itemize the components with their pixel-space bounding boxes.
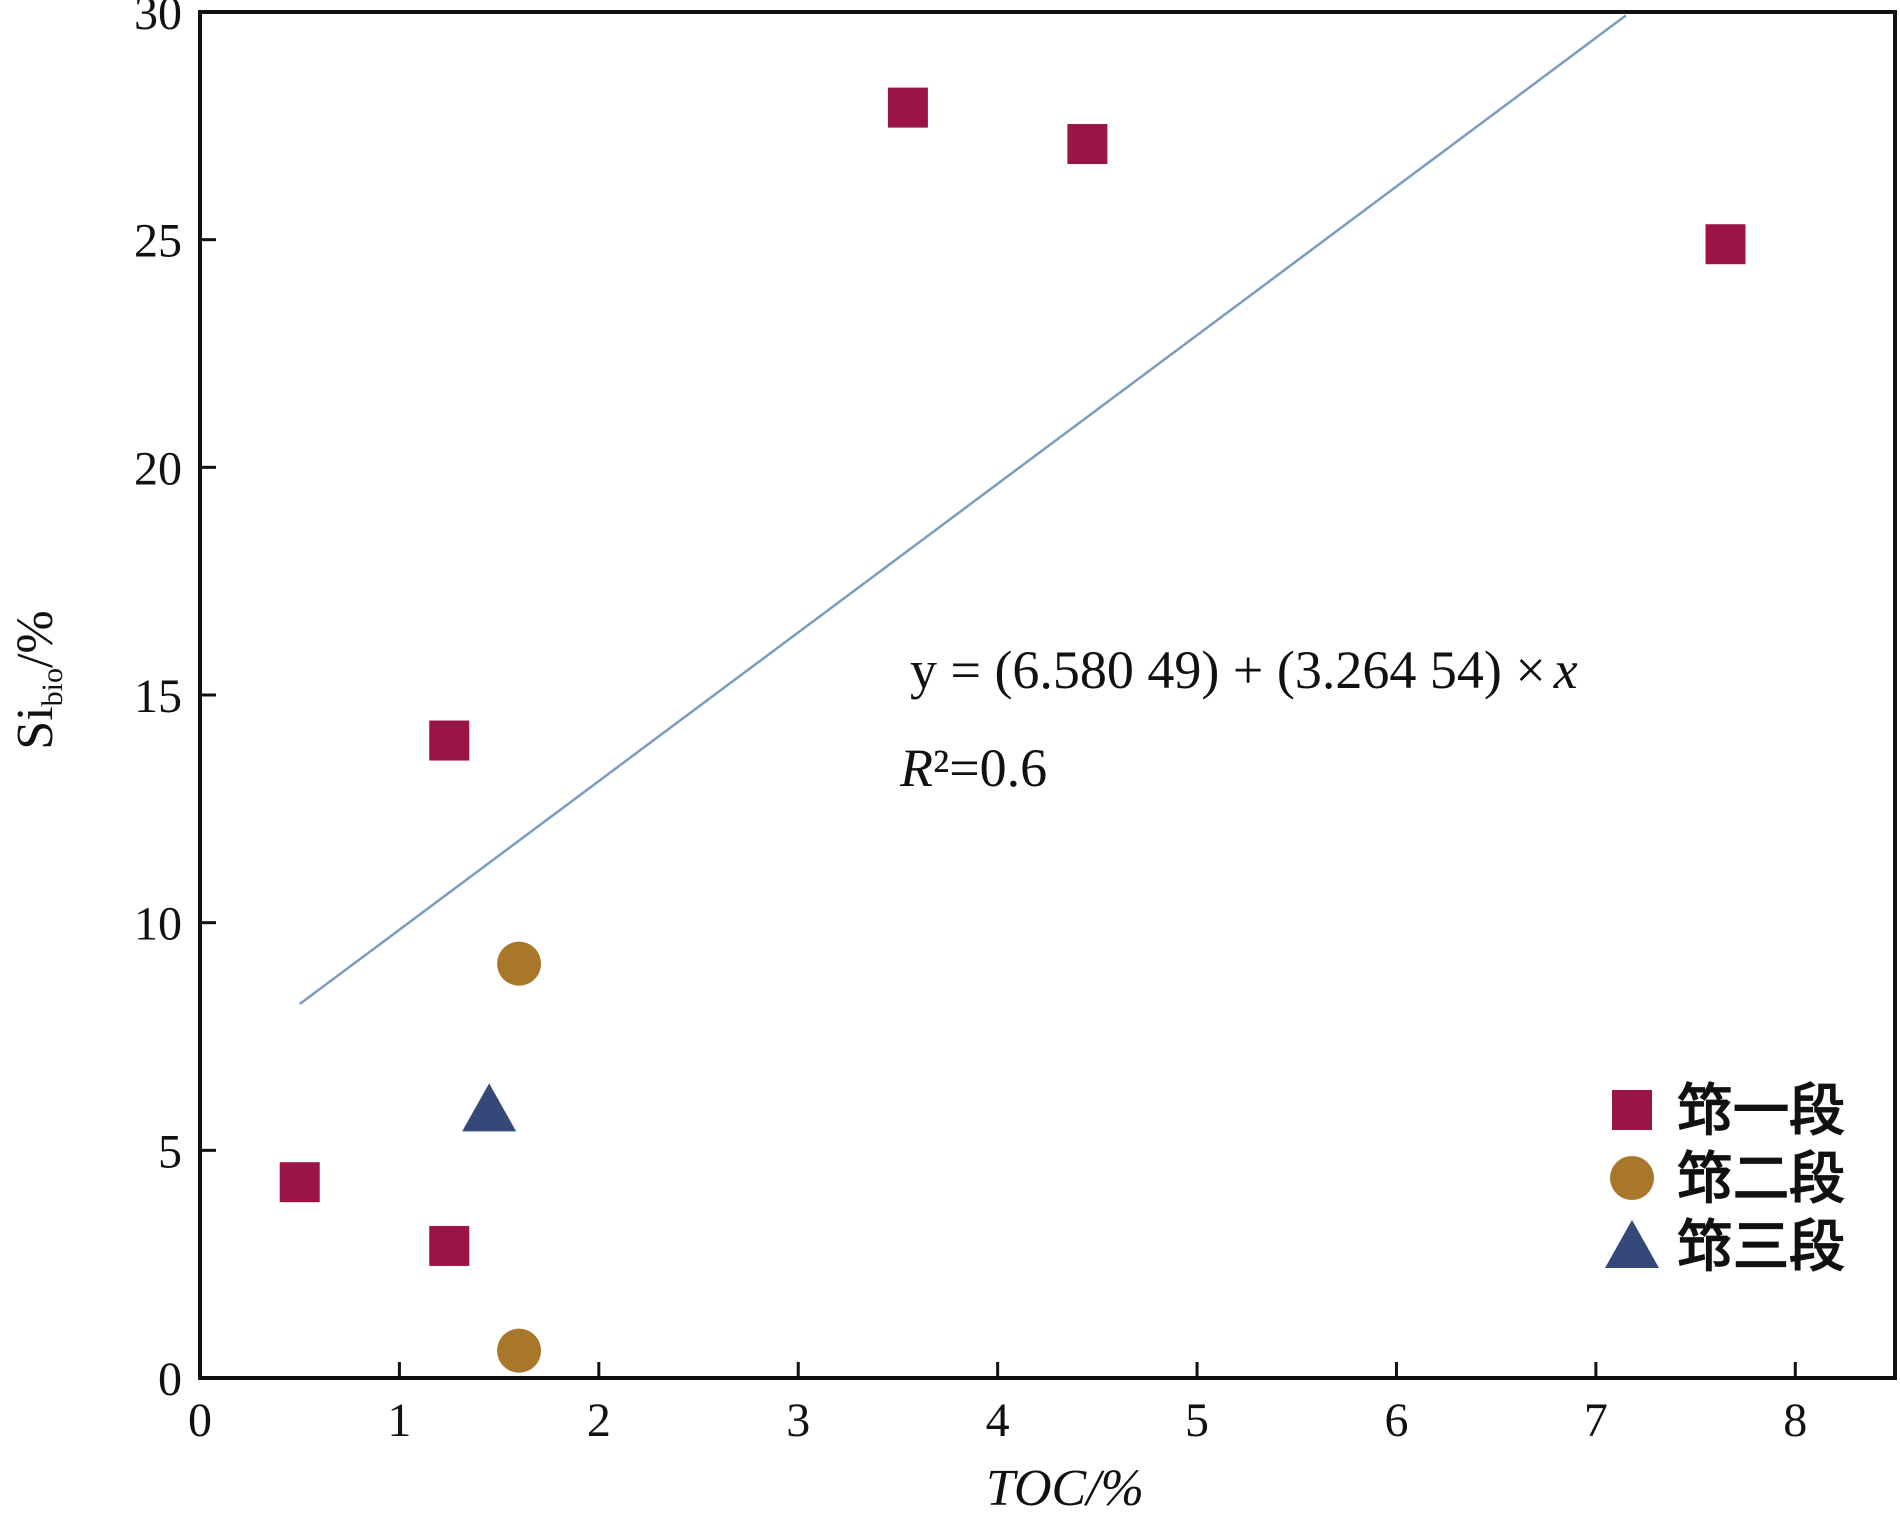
fit-line <box>298 14 1627 1006</box>
r2-value: ²=0.6 <box>933 738 1047 798</box>
axes: 0 1 2 3 4 5 6 7 8 0 5 10 15 20 25 30 <box>134 0 1897 1447</box>
legend-swatch <box>1610 1156 1654 1200</box>
data-point-series-1 <box>279 1162 320 1203</box>
data-point-series-1 <box>887 87 928 128</box>
legend-item: 筇三段 <box>1605 1214 1845 1280</box>
y-tick-label: 15 <box>134 670 182 723</box>
x-tick-label: 4 <box>986 1394 1010 1447</box>
data-point-series-3 <box>462 1083 517 1132</box>
legend-swatch <box>1605 1220 1659 1268</box>
legend-item: 筇二段 <box>1610 1146 1845 1212</box>
data-points <box>279 87 1746 1373</box>
y-tick-label: 25 <box>134 215 182 268</box>
r2-symbol: R <box>899 738 933 798</box>
x-tick-label: 1 <box>387 1394 411 1447</box>
x-tick-label: 7 <box>1584 1394 1608 1447</box>
data-point-series-1 <box>429 720 470 761</box>
equation-annotation: y = (6.580 49) + (3.264 54) × x <box>910 640 1578 700</box>
data-point-series-2 <box>497 1328 542 1373</box>
y-tick-label: 20 <box>134 442 182 495</box>
y-tick-label: 10 <box>134 898 182 951</box>
y-tick-label: 30 <box>134 0 182 40</box>
x-tick-label: 3 <box>786 1394 810 1447</box>
r2-annotation: R²=0.6 <box>899 738 1047 798</box>
equation-text: y = (6.580 49) + (3.264 54) × <box>910 640 1546 700</box>
x-tick-label: 5 <box>1185 1394 1209 1447</box>
y-tick-label: 5 <box>158 1125 182 1178</box>
x-axis-title: TOC/% <box>986 1460 1144 1517</box>
y-tick-label: 0 <box>158 1353 182 1406</box>
y-axis-title-sub: bio <box>36 668 69 706</box>
x-tick-label: 8 <box>1783 1394 1807 1447</box>
legend-swatch <box>1612 1090 1652 1130</box>
legend-label: 筇一段 <box>1677 1078 1845 1144</box>
legend-item: 筇一段 <box>1612 1078 1845 1144</box>
data-point-series-1 <box>429 1225 470 1266</box>
equation-variable: x <box>1553 640 1578 700</box>
x-tick-label: 0 <box>188 1394 212 1447</box>
x-tick-label: 6 <box>1384 1394 1408 1447</box>
legend-label: 筇二段 <box>1677 1146 1845 1212</box>
data-point-series-1 <box>1705 224 1746 265</box>
fit-line-group <box>298 14 1627 1006</box>
y-axis-title-unit: /% <box>7 610 64 668</box>
x-tick-label: 2 <box>587 1394 611 1447</box>
data-point-series-2 <box>497 941 542 986</box>
legend-label: 筇三段 <box>1677 1214 1845 1280</box>
y-axis-title: Sibio/% <box>7 610 69 749</box>
y-axis-title-main: Si <box>7 706 64 749</box>
data-point-series-1 <box>1067 124 1108 165</box>
